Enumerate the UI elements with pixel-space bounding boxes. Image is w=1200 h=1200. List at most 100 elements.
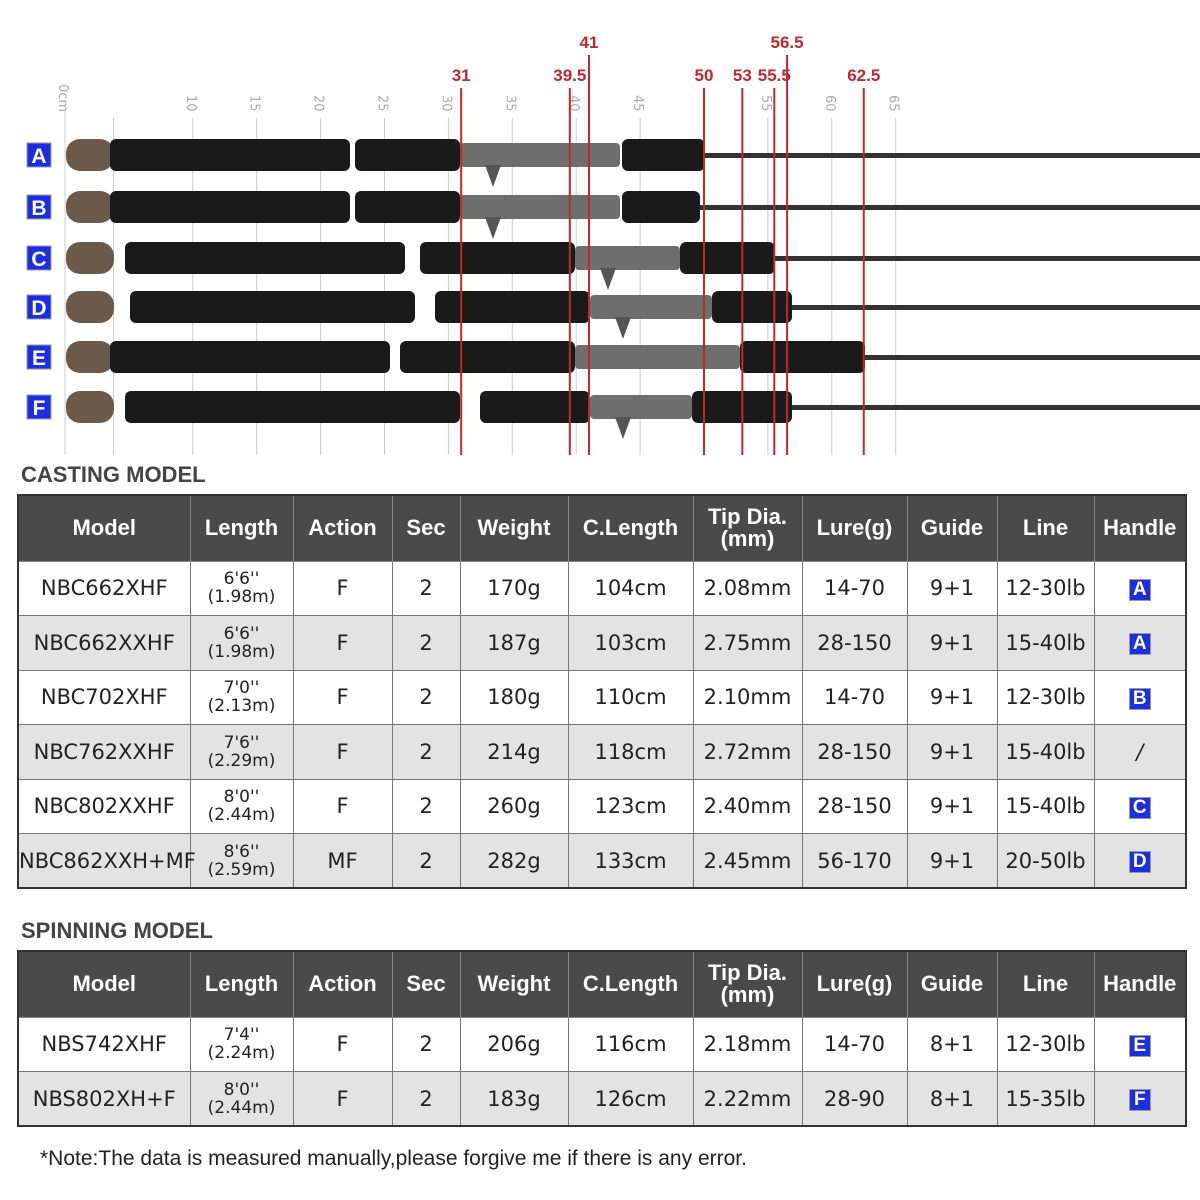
- weight-cell: 183g: [459, 1071, 569, 1127]
- foam-grip: [740, 341, 865, 373]
- butt-cap: [66, 391, 114, 423]
- butt-cap: [66, 191, 114, 223]
- sec-cell: 2: [391, 615, 461, 671]
- c-length-cell: 104cm: [567, 560, 694, 616]
- handle-cell: A: [1093, 560, 1187, 616]
- sec-cell: 2: [391, 1016, 461, 1072]
- model-cell: NBC802XXHF: [17, 778, 191, 834]
- handle-badge: A: [1128, 633, 1151, 656]
- length-feet: 7'0'': [223, 678, 260, 699]
- rod-label: B: [31, 197, 46, 220]
- rod-blank: [865, 355, 1200, 360]
- rod-blank: [705, 153, 1200, 158]
- rod-label-badge: [26, 194, 52, 220]
- reel-seat: [460, 143, 620, 167]
- butt-cap: [66, 139, 114, 171]
- action-cell: F: [292, 724, 393, 780]
- lure-cell: 28-150: [801, 778, 908, 834]
- guide-cell: 8+1: [906, 1016, 998, 1072]
- rod-blank: [775, 256, 1200, 261]
- header-row: Model Length Action Sec Weight C.Length Tip Di…: [17, 950, 1187, 1018]
- column-header: Weight: [459, 950, 569, 1018]
- c-length-cell: 123cm: [567, 778, 694, 834]
- rod-label-badge: [26, 294, 52, 320]
- spinning-spec-table: Model Length Action Sec Weight C.Length Tip Di…: [17, 950, 1187, 1127]
- foam-grip: [680, 242, 775, 274]
- table-row: NBC662XXHF 6'6'' (1.98m) F 2 187g 103cm 2.75mm 2…: [17, 615, 1187, 671]
- sec-cell: 2: [391, 1071, 461, 1127]
- lure-cell: 14-70: [801, 560, 908, 616]
- reel-seat: [575, 345, 740, 369]
- guide-cell: 9+1: [906, 615, 998, 671]
- length-cell: 6'6'' (1.98m): [189, 560, 294, 616]
- table-row: NBC702XHF 7'0'' (2.13m) F 2 180g 110cm 2.10mm 14…: [17, 669, 1187, 725]
- rod-label: F: [33, 397, 46, 420]
- foam-grip: [130, 291, 415, 323]
- length-feet: 7'4'': [223, 1025, 260, 1046]
- rod-handle-diagram: 0cm 10 15 20 25 30 35 40 45 55 60 65 A B C D E F 31 39.5 41 5…: [26, 33, 1200, 455]
- column-header: Lure(g): [801, 494, 908, 562]
- foam-grip: [420, 242, 575, 274]
- column-header: Handle: [1093, 494, 1187, 562]
- rod-blank: [792, 405, 1200, 410]
- rod-blank: [792, 305, 1200, 310]
- model-cell: NBC762XXHF: [17, 724, 191, 780]
- column-header: Tip Dia. (mm): [692, 494, 803, 562]
- ruler-tick-label: 60: [822, 95, 837, 112]
- rod-label-badge: [26, 142, 52, 168]
- column-header: C.Length: [567, 950, 694, 1018]
- tip-dia-cell: 2.08mm: [692, 560, 803, 616]
- action-cell: F: [292, 669, 393, 725]
- ruler-label: 0cm: [55, 84, 70, 112]
- table-row: NBS742XHF 7'4'' (2.24m) F 2 206g 116cm 2.18mm 14…: [17, 1016, 1187, 1072]
- model-cell: NBC662XHF: [17, 560, 191, 616]
- spinning-title: SPINNING MODEL: [21, 918, 213, 943]
- ruler-tick-label: 55: [758, 95, 773, 112]
- column-header: Sec: [391, 494, 461, 562]
- column-header: Lure(g): [801, 950, 908, 1018]
- model-cell: NBC662XXHF: [17, 615, 191, 671]
- table-row: NBC662XHF 6'6'' (1.98m) F 2 170g 104cm 2.08mm 14…: [17, 560, 1187, 616]
- rod-label-badge: [26, 245, 52, 271]
- model-cell: NBS742XHF: [17, 1016, 191, 1072]
- column-header: Model: [17, 950, 191, 1018]
- length-cell: 7'6'' (2.29m): [189, 724, 294, 780]
- length-cell: 8'0'' (2.44m): [189, 778, 294, 834]
- length-cell: 7'4'' (2.24m): [189, 1016, 294, 1072]
- tip-dia-cell: 2.75mm: [692, 615, 803, 671]
- action-cell: F: [292, 1071, 393, 1127]
- column-header: Weight: [459, 494, 569, 562]
- table-row: NBC802XXHF 8'0'' (2.44m) F 2 260g 123cm 2.40mm 2…: [17, 778, 1187, 834]
- foam-grip: [125, 391, 460, 423]
- sec-cell: 2: [391, 833, 461, 889]
- model-cell: NBC702XHF: [17, 669, 191, 725]
- reel-seat: [460, 195, 620, 219]
- rod-label: D: [31, 297, 46, 320]
- measurement-marker-label: 62.5: [847, 66, 880, 85]
- butt-cap: [66, 242, 114, 274]
- handle-cell: A: [1093, 615, 1187, 671]
- column-header: Tip Dia. (mm): [692, 950, 803, 1018]
- action-cell: MF: [292, 833, 393, 889]
- column-header: Sec: [391, 950, 461, 1018]
- column-header: Line: [996, 950, 1095, 1018]
- tip-dia-cell: 2.18mm: [692, 1016, 803, 1072]
- guide-cell: 9+1: [906, 724, 998, 780]
- ruler-tick-label: 30: [438, 95, 453, 112]
- guide-cell: 8+1: [906, 1071, 998, 1127]
- column-header: Line: [996, 494, 1095, 562]
- weight-cell: 180g: [459, 669, 569, 725]
- column-header: Length: [189, 494, 294, 562]
- length-meters: (2.29m): [207, 750, 276, 771]
- reel-seat: [575, 246, 680, 270]
- sec-cell: 2: [391, 724, 461, 780]
- handle-cell: D: [1093, 833, 1187, 889]
- c-length-cell: 133cm: [567, 833, 694, 889]
- line-cell: 15-35lb: [996, 1071, 1095, 1127]
- guide-cell: 9+1: [906, 833, 998, 889]
- measurement-marker-label: 39.5: [553, 66, 586, 85]
- handle-cell: C: [1093, 778, 1187, 834]
- ruler-tick-label: 25: [375, 95, 390, 112]
- weight-cell: 214g: [459, 724, 569, 780]
- column-header: Action: [292, 494, 393, 562]
